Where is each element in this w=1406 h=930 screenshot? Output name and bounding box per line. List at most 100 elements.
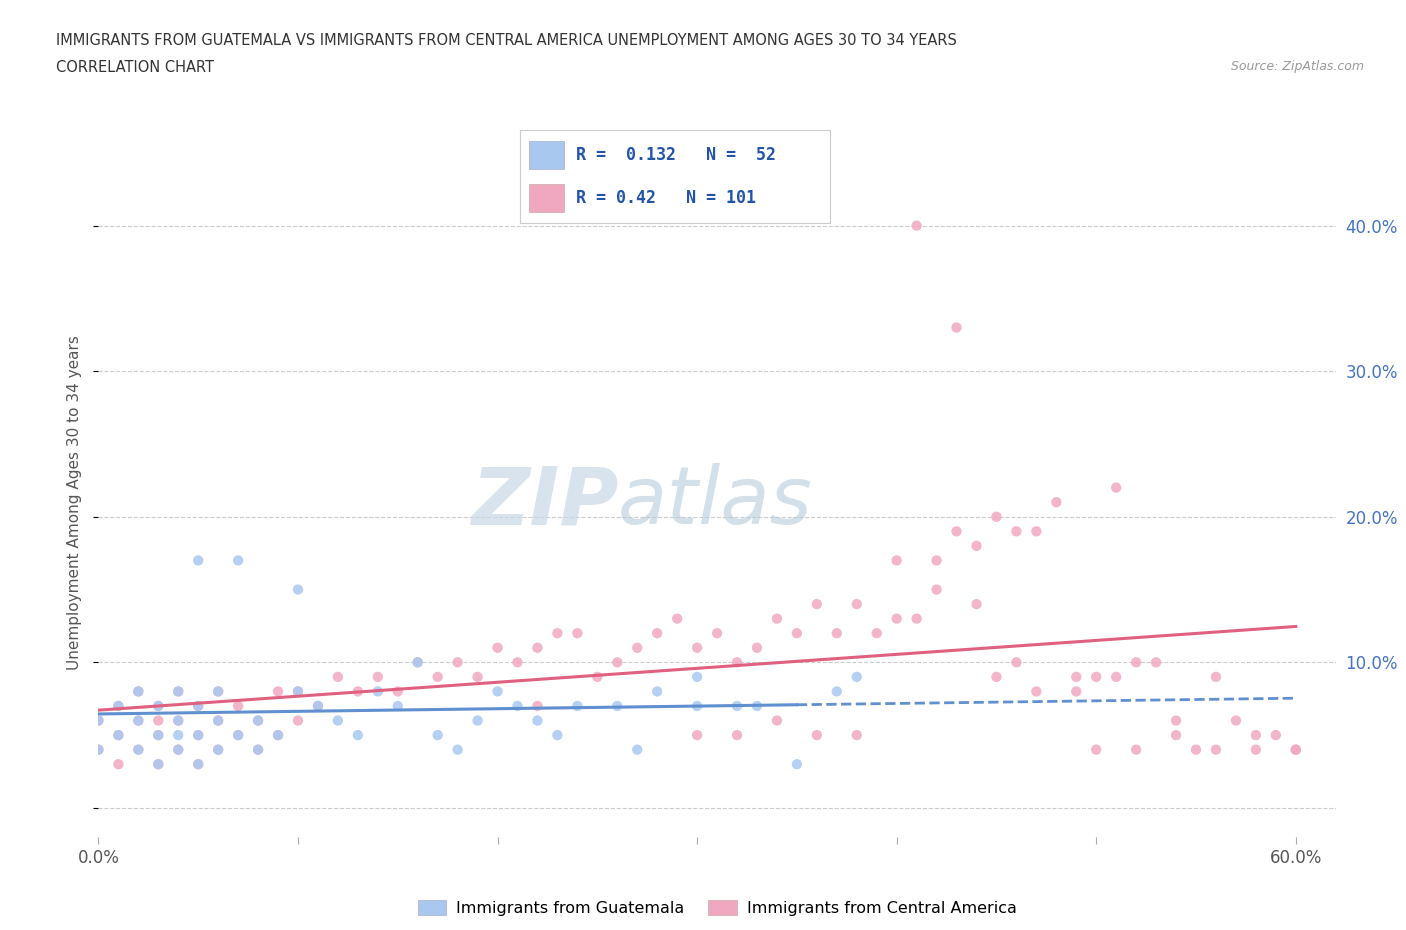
Point bbox=[148, 713, 170, 728]
Point bbox=[1045, 495, 1067, 510]
Point bbox=[1064, 684, 1087, 698]
Point bbox=[426, 727, 449, 742]
Point bbox=[167, 684, 190, 698]
Point bbox=[87, 713, 110, 728]
Point bbox=[1125, 742, 1147, 757]
Point bbox=[786, 757, 808, 772]
Point bbox=[187, 727, 209, 742]
Point bbox=[207, 742, 229, 757]
Point bbox=[467, 670, 489, 684]
Point bbox=[187, 727, 209, 742]
Point bbox=[167, 742, 190, 757]
Point bbox=[1005, 524, 1028, 538]
Point bbox=[1285, 742, 1308, 757]
Point bbox=[706, 626, 728, 641]
Point bbox=[1185, 742, 1208, 757]
Text: R =  0.132   N =  52: R = 0.132 N = 52 bbox=[576, 146, 776, 165]
Point bbox=[148, 698, 170, 713]
Point bbox=[506, 655, 529, 670]
Point bbox=[666, 611, 689, 626]
Point bbox=[387, 684, 409, 698]
Point bbox=[446, 655, 468, 670]
Point bbox=[1244, 742, 1267, 757]
Point bbox=[645, 684, 668, 698]
Point bbox=[148, 757, 170, 772]
Point bbox=[107, 757, 129, 772]
Point bbox=[845, 727, 868, 742]
Point bbox=[287, 713, 309, 728]
Point bbox=[886, 611, 908, 626]
Point bbox=[406, 655, 429, 670]
Point bbox=[107, 698, 129, 713]
Point bbox=[1225, 713, 1247, 728]
Point bbox=[626, 742, 648, 757]
Point bbox=[367, 684, 389, 698]
Text: Source: ZipAtlas.com: Source: ZipAtlas.com bbox=[1230, 60, 1364, 73]
Point bbox=[127, 742, 149, 757]
Point bbox=[825, 684, 848, 698]
Point bbox=[986, 670, 1008, 684]
Point bbox=[307, 698, 329, 713]
Point bbox=[866, 626, 889, 641]
Y-axis label: Unemployment Among Ages 30 to 34 years: Unemployment Among Ages 30 to 34 years bbox=[67, 335, 83, 670]
Point bbox=[1164, 713, 1187, 728]
Point bbox=[307, 698, 329, 713]
Point bbox=[745, 698, 768, 713]
Point bbox=[87, 742, 110, 757]
Point bbox=[226, 553, 249, 568]
Point bbox=[406, 655, 429, 670]
Point bbox=[107, 727, 129, 742]
Text: atlas: atlas bbox=[619, 463, 813, 541]
Point bbox=[287, 582, 309, 597]
Point bbox=[287, 684, 309, 698]
Point bbox=[686, 727, 709, 742]
Point bbox=[945, 320, 967, 335]
Point bbox=[586, 670, 609, 684]
Point bbox=[287, 684, 309, 698]
Point bbox=[526, 641, 548, 656]
Point bbox=[187, 757, 209, 772]
Point bbox=[1005, 655, 1028, 670]
Point bbox=[148, 727, 170, 742]
Point bbox=[207, 713, 229, 728]
Point bbox=[526, 713, 548, 728]
Point bbox=[966, 597, 988, 612]
Point bbox=[387, 698, 409, 713]
Point bbox=[207, 684, 229, 698]
Point bbox=[1064, 670, 1087, 684]
Point bbox=[606, 698, 628, 713]
Point bbox=[925, 553, 948, 568]
Point bbox=[1164, 727, 1187, 742]
Point bbox=[1025, 524, 1047, 538]
Point bbox=[725, 655, 748, 670]
Point bbox=[426, 670, 449, 684]
Point bbox=[247, 713, 270, 728]
Point bbox=[148, 698, 170, 713]
Point bbox=[546, 727, 568, 742]
Point bbox=[267, 727, 290, 742]
Point bbox=[167, 684, 190, 698]
Text: ZIP: ZIP bbox=[471, 463, 619, 541]
Point bbox=[1085, 742, 1108, 757]
Point bbox=[905, 611, 928, 626]
Point bbox=[1264, 727, 1286, 742]
Point bbox=[207, 742, 229, 757]
Point bbox=[167, 742, 190, 757]
Point bbox=[1205, 670, 1227, 684]
Point bbox=[686, 641, 709, 656]
FancyBboxPatch shape bbox=[530, 184, 564, 212]
Text: CORRELATION CHART: CORRELATION CHART bbox=[56, 60, 214, 75]
Point bbox=[806, 727, 828, 742]
Point bbox=[925, 582, 948, 597]
FancyBboxPatch shape bbox=[530, 141, 564, 169]
Point bbox=[326, 713, 349, 728]
Point bbox=[127, 684, 149, 698]
Point bbox=[1105, 480, 1128, 495]
Point bbox=[1125, 655, 1147, 670]
Point bbox=[966, 538, 988, 553]
Point bbox=[167, 713, 190, 728]
Point bbox=[686, 670, 709, 684]
Point bbox=[127, 684, 149, 698]
Point bbox=[226, 727, 249, 742]
Point bbox=[725, 727, 748, 742]
